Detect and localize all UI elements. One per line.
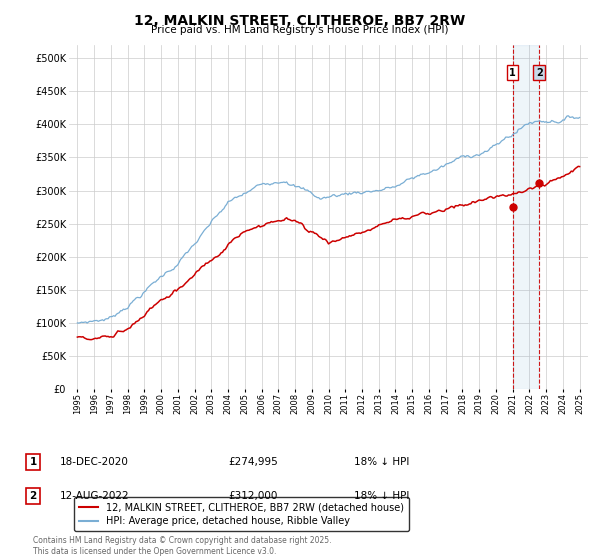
Text: 18% ↓ HPI: 18% ↓ HPI <box>354 491 409 501</box>
Text: £274,995: £274,995 <box>228 457 278 467</box>
Text: 1: 1 <box>29 457 37 467</box>
Text: £312,000: £312,000 <box>228 491 277 501</box>
Text: 12, MALKIN STREET, CLITHEROE, BB7 2RW: 12, MALKIN STREET, CLITHEROE, BB7 2RW <box>134 14 466 28</box>
Text: 12-AUG-2022: 12-AUG-2022 <box>60 491 130 501</box>
Text: 2: 2 <box>536 68 542 78</box>
Text: 2: 2 <box>29 491 37 501</box>
Legend: 12, MALKIN STREET, CLITHEROE, BB7 2RW (detached house), HPI: Average price, deta: 12, MALKIN STREET, CLITHEROE, BB7 2RW (d… <box>74 497 409 531</box>
Text: Contains HM Land Registry data © Crown copyright and database right 2025.
This d: Contains HM Land Registry data © Crown c… <box>33 536 331 556</box>
Text: 18-DEC-2020: 18-DEC-2020 <box>60 457 129 467</box>
Text: Price paid vs. HM Land Registry's House Price Index (HPI): Price paid vs. HM Land Registry's House … <box>151 25 449 35</box>
Text: 1: 1 <box>509 68 516 78</box>
Text: 18% ↓ HPI: 18% ↓ HPI <box>354 457 409 467</box>
Bar <box>512 45 539 389</box>
